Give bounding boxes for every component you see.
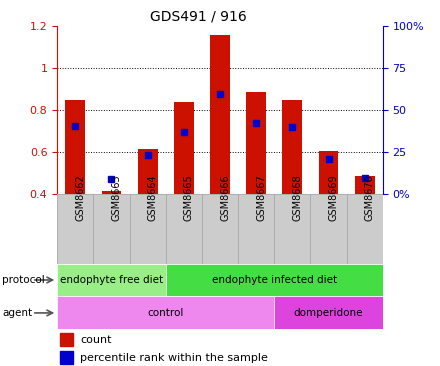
Text: GSM8663: GSM8663 (111, 174, 121, 221)
Bar (166, 264, 383, 296)
Text: agent: agent (2, 308, 32, 318)
Text: GSM8669: GSM8669 (329, 174, 338, 221)
Text: GSM8668: GSM8668 (292, 174, 302, 221)
Bar (311, 194, 347, 264)
Text: percentile rank within the sample: percentile rank within the sample (80, 353, 268, 363)
Bar (60, 351, 73, 364)
Text: GSM8670: GSM8670 (365, 174, 375, 221)
Bar (57, 264, 166, 296)
Text: protocol: protocol (2, 275, 45, 285)
Bar (138, 149, 158, 194)
Bar (210, 35, 230, 194)
Bar (166, 194, 202, 264)
Bar (355, 176, 375, 194)
Text: count: count (80, 335, 111, 345)
Bar (238, 194, 274, 264)
Text: endophyte free diet: endophyte free diet (60, 275, 163, 285)
Bar (93, 194, 129, 264)
Bar (274, 296, 383, 329)
Bar (274, 194, 311, 264)
Bar (66, 100, 85, 194)
Bar (347, 194, 383, 264)
Bar (60, 333, 73, 346)
Text: GSM8665: GSM8665 (184, 174, 194, 221)
Text: GDS491 / 916: GDS491 / 916 (150, 9, 246, 23)
Bar (102, 191, 121, 194)
Text: GSM8667: GSM8667 (256, 174, 266, 221)
Text: GSM8664: GSM8664 (148, 174, 158, 221)
Bar (246, 92, 266, 194)
Text: control: control (147, 308, 184, 318)
Text: endophyte infected diet: endophyte infected diet (212, 275, 337, 285)
Bar (319, 151, 338, 194)
Bar (57, 296, 274, 329)
Text: domperidone: domperidone (294, 308, 363, 318)
Bar (174, 102, 194, 194)
Bar (202, 194, 238, 264)
Text: GSM8666: GSM8666 (220, 174, 230, 221)
Bar (57, 194, 93, 264)
Text: GSM8662: GSM8662 (75, 174, 85, 221)
Bar (282, 100, 302, 194)
Bar (129, 194, 166, 264)
